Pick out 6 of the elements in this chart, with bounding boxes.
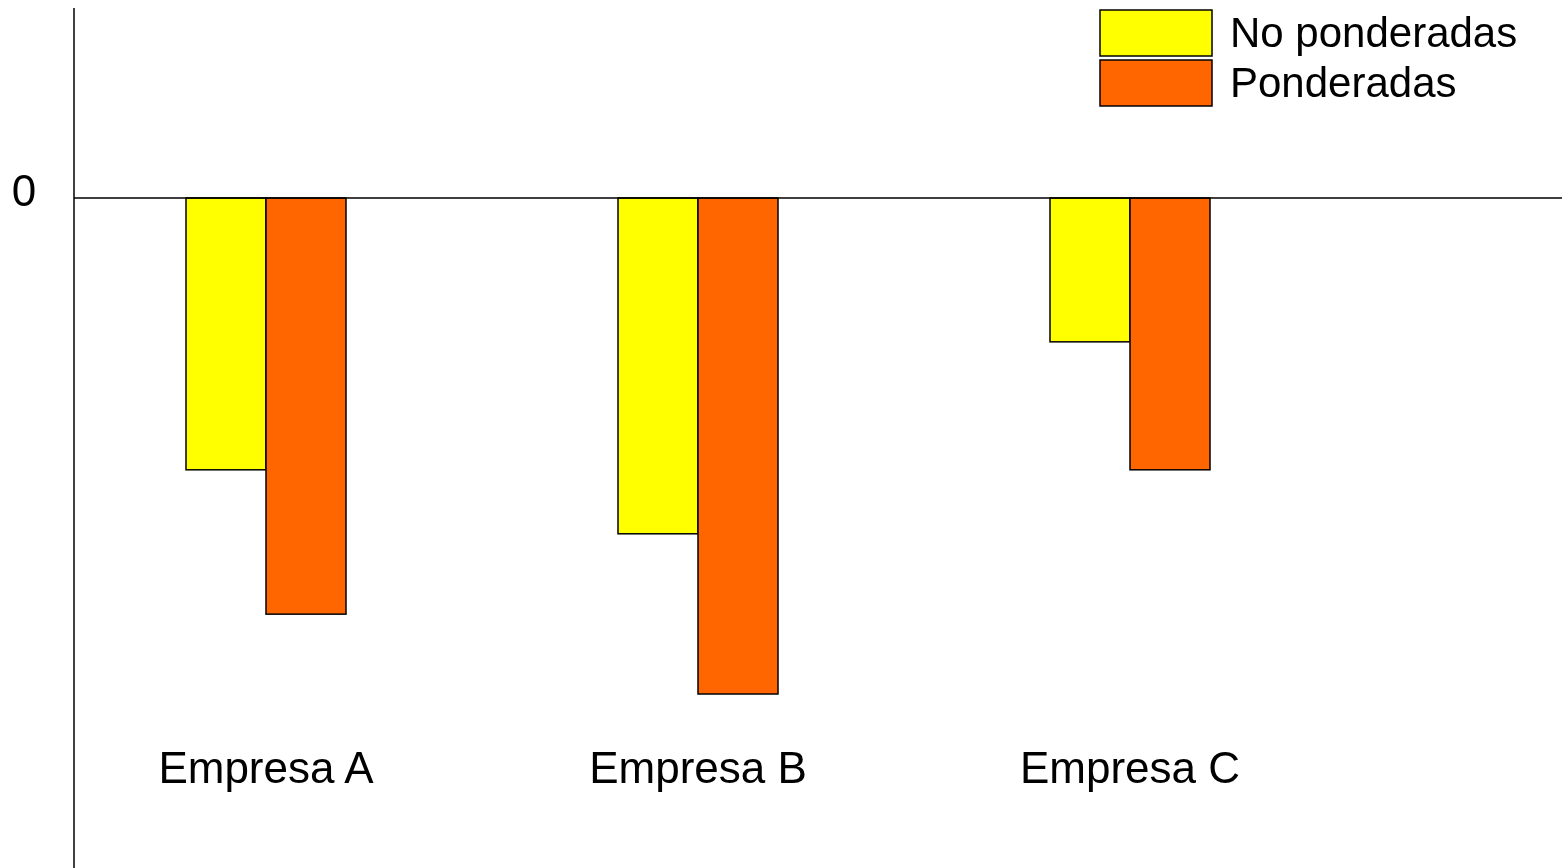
x-tick-label: Empresa A — [158, 743, 375, 792]
x-tick-label: Empresa B — [589, 743, 807, 792]
x-tick-label: Empresa C — [1019, 743, 1241, 792]
legend-label: No ponderadas — [1230, 9, 1518, 56]
text: 0 — [11, 166, 37, 215]
legend-label: Ponderadas — [1230, 59, 1457, 106]
